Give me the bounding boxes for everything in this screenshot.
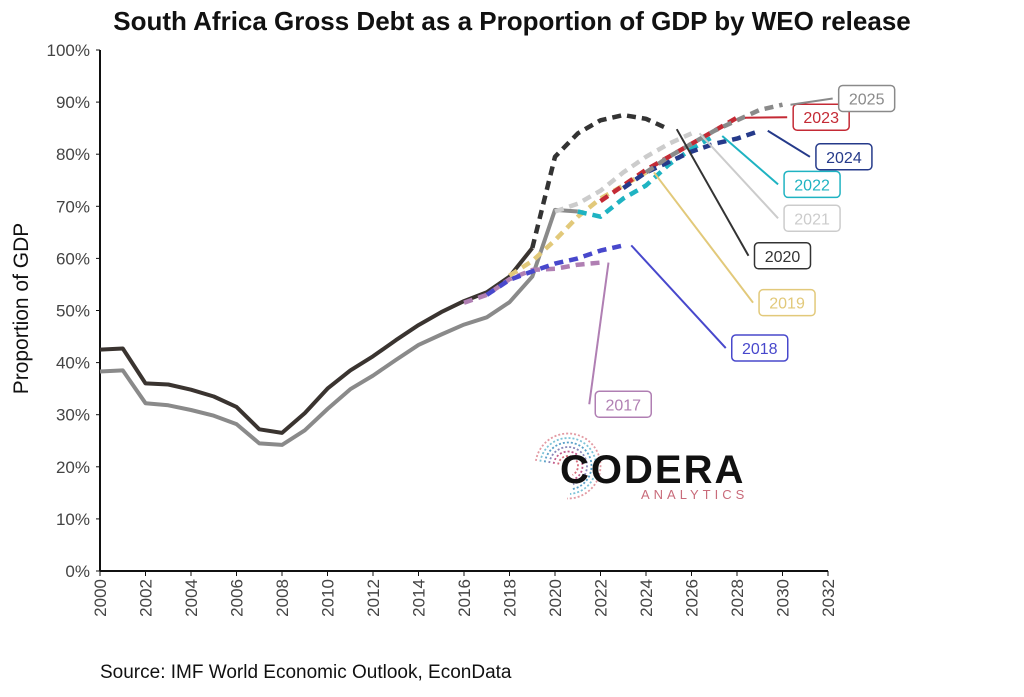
series-line-2019	[508, 170, 648, 278]
x-tick-label: 2024	[637, 579, 656, 617]
y-axis-label: Proportion of GDP	[10, 223, 33, 395]
label-box-2018	[731, 334, 789, 362]
label-leader-2020	[675, 128, 750, 257]
x-tick-label: 2002	[137, 579, 156, 617]
y-tick-label: 90%	[56, 93, 90, 112]
logo-wordmark: CODERA	[560, 448, 745, 492]
x-tick-label: 2030	[774, 579, 793, 617]
chart-title: South Africa Gross Debt as a Proportion …	[113, 6, 911, 36]
series-label-2019: 2019	[769, 296, 805, 313]
series-label-2020: 2020	[765, 249, 801, 266]
label-leader-2025	[790, 97, 833, 106]
x-tick-label: 2000	[91, 579, 110, 617]
logo-mark-arc	[539, 437, 597, 495]
series-label-2021: 2021	[794, 211, 830, 228]
series-label-2023: 2023	[803, 110, 839, 127]
x-tick-label: 2022	[592, 579, 611, 617]
label-box-2021	[783, 204, 841, 233]
label-leader-2017	[588, 262, 610, 405]
x-axis: 2000 2002 2004 2006 2008 2010 2012 2014 2016 2018…	[91, 570, 838, 617]
series-label-2017: 2017	[605, 397, 641, 414]
y-tick-label: 70%	[56, 197, 90, 216]
series-line-2024	[622, 128, 761, 190]
series-line-2021	[554, 131, 693, 214]
x-tick-label: 2004	[182, 579, 201, 617]
label-leader-2019	[653, 171, 754, 304]
x-tick-label: 2026	[683, 579, 702, 617]
label-leader-2023	[744, 116, 788, 119]
y-tick-label: 80%	[56, 145, 90, 164]
label-leader-2018	[630, 244, 727, 349]
logo-subtitle: ANALYTICS	[641, 487, 748, 502]
label-leader-2021	[698, 132, 779, 219]
historic-line	[99, 246, 534, 435]
y-tick-label: 0%	[65, 562, 90, 581]
logo-mark-arc	[548, 446, 588, 486]
x-tick-label: 2014	[410, 579, 429, 617]
historic-line	[99, 207, 578, 447]
y-tick-label: 60%	[56, 249, 90, 268]
y-tick-label: 10%	[56, 510, 90, 529]
label-box-2017	[594, 390, 652, 419]
label-leader-2024	[767, 129, 811, 158]
x-tick-label: 2008	[273, 579, 292, 617]
y-tick-label: 100%	[47, 41, 90, 60]
x-tick-label: 2012	[364, 579, 383, 617]
label-box-2019	[758, 288, 816, 317]
series-line-2025	[644, 102, 784, 175]
x-tick-label: 2020	[546, 579, 565, 617]
label-leader-2022	[721, 135, 779, 186]
label-box-2022	[783, 170, 841, 199]
label-box-2023	[792, 103, 850, 131]
logo-mark-arc	[535, 432, 602, 500]
x-tick-label: 2006	[228, 579, 247, 617]
series-label-2024: 2024	[826, 150, 862, 167]
y-tick-label: 30%	[56, 406, 90, 425]
y-tick-label: 40%	[56, 354, 90, 373]
label-box-2025	[837, 84, 896, 113]
series-labels: 2017 2018 2019 2020 2021 2022 2023 2024 2025	[588, 84, 896, 419]
x-tick-label: 2032	[819, 579, 838, 617]
y-tick-label: 20%	[56, 458, 90, 477]
x-tick-label: 2016	[455, 579, 474, 617]
series-line-2022	[577, 134, 716, 219]
series-label-2025: 2025	[849, 91, 885, 108]
source-note: Source: IMF World Economic Outlook, Econ…	[100, 662, 512, 683]
series-label-2018: 2018	[742, 341, 778, 358]
series-label-2022: 2022	[794, 177, 830, 194]
series-line-2018	[485, 243, 624, 297]
logo-mark-arc	[552, 450, 584, 481]
series-line-2017	[463, 260, 601, 305]
logo-mark-arc	[557, 455, 579, 476]
x-tick-label: 2010	[319, 579, 338, 617]
label-box-2024	[815, 143, 873, 171]
series-lines	[99, 102, 784, 447]
x-tick-label: 2018	[501, 579, 520, 617]
y-axis: 0% 10% 20% 30% 40% 50% 60% 70% 80% 90% 100% Proport…	[10, 41, 101, 581]
x-tick-label: 2028	[728, 579, 747, 617]
label-box-2020	[753, 242, 812, 270]
series-line-2020	[530, 112, 670, 249]
y-tick-label: 50%	[56, 302, 90, 321]
series-line-2023	[599, 115, 739, 203]
